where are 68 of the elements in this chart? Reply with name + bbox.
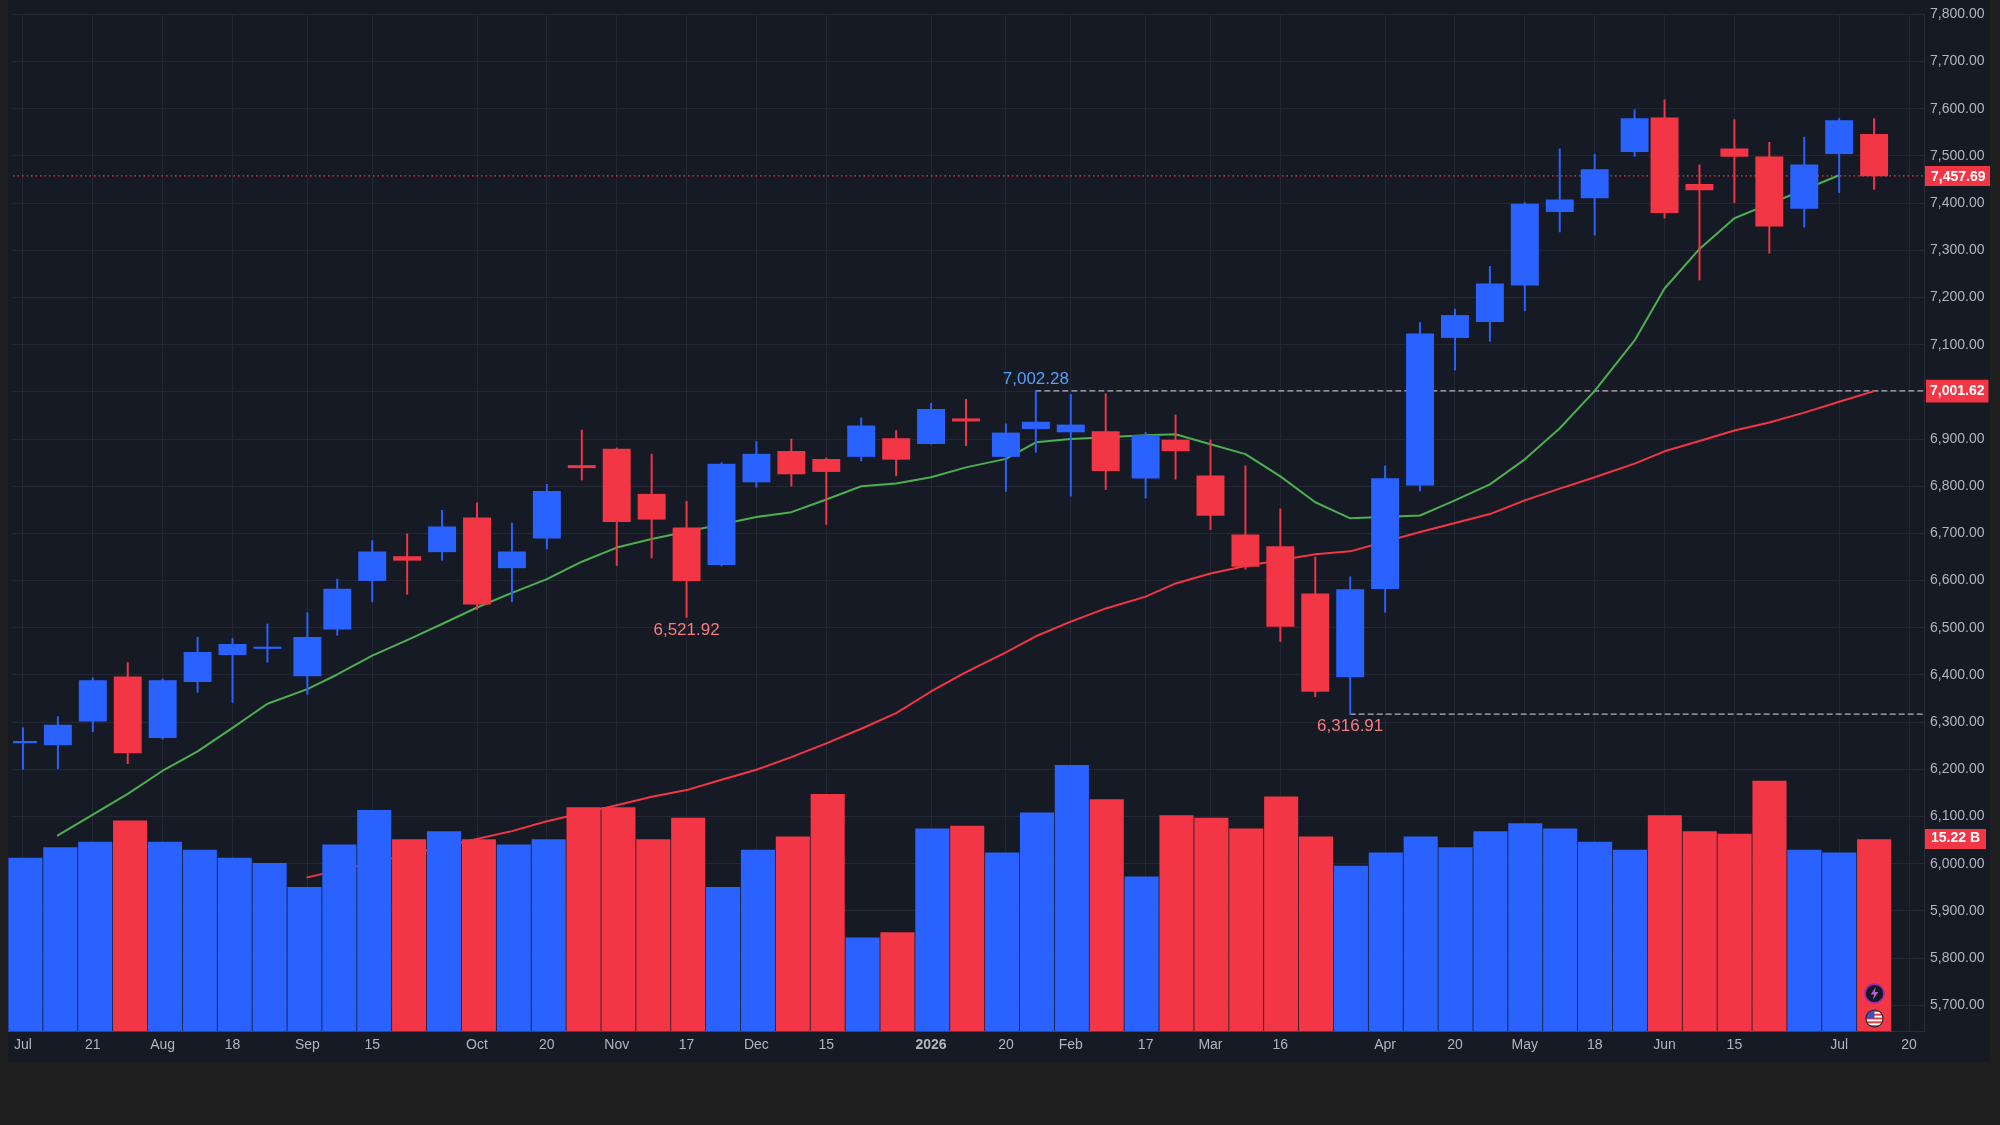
y-tick-label: 7,800.00 xyxy=(1930,5,1985,22)
bar xyxy=(950,825,985,1031)
y-tick-label: 7,001.62 xyxy=(1930,381,1985,398)
y-tick-label: 6,400.00 xyxy=(1930,665,1985,682)
x-tick-label: Jul xyxy=(1830,1036,1849,1053)
y-tick-label: 6,000.00 xyxy=(1930,854,1985,871)
y-tick-label: 6,600.00 xyxy=(1930,571,1985,588)
bar xyxy=(1857,839,1892,1031)
ref-line-label: 7,457.69 xyxy=(1931,167,1986,184)
candlestick xyxy=(1056,393,1085,497)
x-tick-label: Dec xyxy=(743,1036,769,1053)
candlestick xyxy=(567,429,596,481)
x-tick-label: 20 xyxy=(998,1036,1014,1053)
bar xyxy=(915,828,950,1031)
text: 15.22 B xyxy=(1925,829,1987,849)
y-tick-label: 7,400.00 xyxy=(1930,193,1985,210)
y-tick-label: 6,800.00 xyxy=(1930,477,1985,494)
y-tick-label: 6,300.00 xyxy=(1930,713,1985,730)
y-tick-label: 6,900.00 xyxy=(1930,429,1985,446)
x-tick-label: 2026 xyxy=(915,1036,947,1053)
x-tick-label: 20 xyxy=(539,1036,555,1053)
x-tick-label: 20 xyxy=(1901,1036,1918,1053)
x-tick-label: 15 xyxy=(364,1036,381,1053)
candlestick xyxy=(952,399,980,446)
candlestick xyxy=(393,533,422,595)
x-tick-label: 18 xyxy=(1586,1036,1603,1053)
y-tick-label: 7,300.00 xyxy=(1930,241,1985,258)
y-tick-label: 7,600.00 xyxy=(1930,99,1985,116)
y-tick-label: 7,700.00 xyxy=(1930,52,1985,69)
annotation: 6,316.91 xyxy=(1317,716,1384,736)
y-tick-label: 7,200.00 xyxy=(1930,288,1985,305)
candlestick xyxy=(1021,390,1050,453)
y-tick-label: 6,500.00 xyxy=(1930,618,1985,635)
bar xyxy=(113,820,148,1031)
x-tick-label: 20 xyxy=(1447,1036,1463,1053)
x-tick-label: 16 xyxy=(1272,1036,1289,1053)
x-tick-label: Aug xyxy=(150,1036,176,1053)
x-tick-label: 17 xyxy=(1137,1036,1154,1053)
y-tick-label: 6,700.00 xyxy=(1930,524,1985,541)
annotation: 7,002.28 xyxy=(1002,368,1069,388)
annotation: 6,521.92 xyxy=(653,619,720,639)
x-tick-label: Oct xyxy=(466,1036,489,1053)
x-tick-label: 18 xyxy=(224,1036,241,1053)
x-tick-label: May xyxy=(1511,1036,1539,1053)
x-tick-label: Sep xyxy=(294,1036,321,1053)
x-tick-label: 15 xyxy=(1726,1036,1743,1053)
bar xyxy=(1124,876,1159,1031)
x-tick-label: Jun xyxy=(1653,1036,1676,1053)
x-tick-label: 15 xyxy=(818,1036,835,1053)
y-tick-label: 7,100.00 xyxy=(1930,335,1985,352)
x-tick-label: 21 xyxy=(85,1036,101,1053)
bar xyxy=(1089,799,1124,1031)
y-tick-label: 7,500.00 xyxy=(1930,146,1985,163)
x-tick-label: Mar xyxy=(1198,1036,1223,1053)
x-tick-label: Jul xyxy=(14,1036,32,1053)
bar xyxy=(845,937,880,1031)
x-tick-label: Apr xyxy=(1374,1036,1397,1053)
x-tick-label: 17 xyxy=(678,1036,695,1053)
bar xyxy=(880,932,915,1031)
y-tick-label: 5,800.00 xyxy=(1930,948,1985,965)
y-tick-label: 6,100.00 xyxy=(1930,807,1985,824)
y-tick-label: 5,700.00 xyxy=(1930,996,1985,1013)
y-tick-label: 6,200.00 xyxy=(1930,760,1985,777)
bar xyxy=(426,831,462,1031)
x-tick-label: Feb xyxy=(1058,1036,1084,1053)
x-tick-label: Nov xyxy=(604,1036,630,1053)
candlestick xyxy=(253,623,282,663)
y-tick-label: 5,900.00 xyxy=(1930,901,1985,918)
